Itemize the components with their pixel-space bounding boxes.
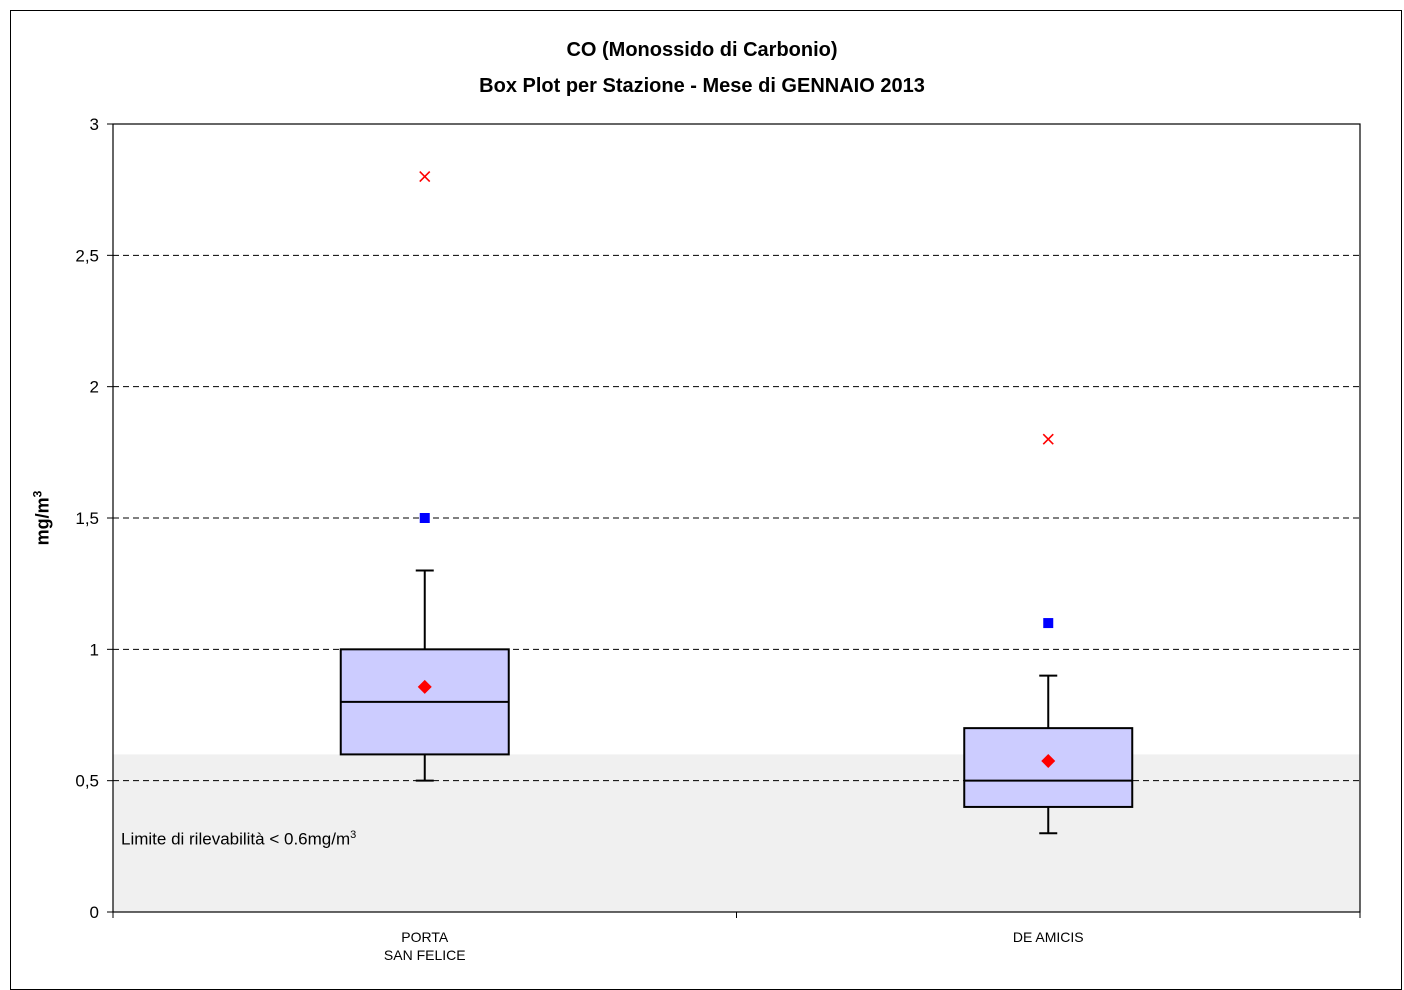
- y-tick-label: 2: [90, 378, 99, 397]
- y-tick-label: 0: [90, 903, 99, 922]
- x-tick-label: DE AMICIS: [1013, 929, 1084, 945]
- x-tick-label: PORTA: [401, 929, 449, 945]
- max-marker: [419, 513, 430, 523]
- mean-marker: [1041, 753, 1056, 768]
- y-tick-label: 3: [90, 115, 99, 134]
- max-marker: [1043, 618, 1054, 629]
- detection-limit-superscript: 3: [350, 829, 357, 841]
- plot-area: 0 0,5 1 1,5 2 2,5 3 PORTA SAN FELICE DE AMICIS: [75, 115, 1361, 963]
- x-tick-label: SAN FELICE: [384, 947, 466, 963]
- detection-limit-label: Limite di rilevabilità < 0.6mg/m3: [121, 829, 356, 850]
- y-tick-label: 1,5: [75, 509, 99, 528]
- y-tick-label: 2,5: [75, 246, 99, 265]
- chart-subtitle: Box Plot per Stazione - Mese di GENNAIO …: [479, 75, 925, 97]
- y-tick-label: 0,5: [75, 772, 99, 791]
- detection-limit-text: Limite di rilevabilità < 0.6mg/m: [121, 829, 351, 849]
- chart-title: CO (Monossido di Carbonio): [566, 39, 838, 61]
- y-tick-label: 1: [90, 640, 99, 659]
- outlier-marker: [419, 170, 431, 183]
- mean-marker: [417, 679, 432, 694]
- outlier-marker: [1042, 433, 1054, 445]
